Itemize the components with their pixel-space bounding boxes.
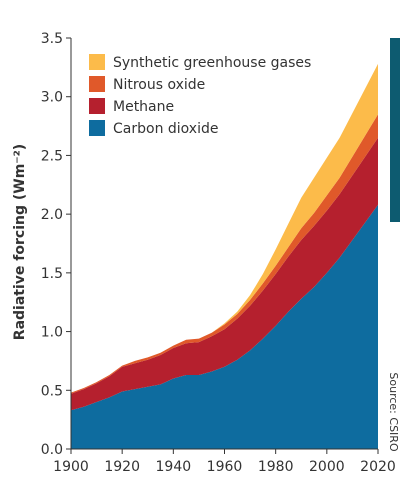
y-axis-label: Radiative forcing (Wm⁻²) [12,144,28,340]
x-tick-label: 1920 [104,459,140,475]
stacked-areas [71,63,378,449]
x-tick-label: 1900 [53,459,89,475]
x-tick-label: 2000 [309,459,345,475]
x-tick-label: 1980 [258,459,294,475]
legend-label-nitrous-oxide: Nitrous oxide [113,77,205,93]
x-tick-label: 1940 [156,459,192,475]
area-carbon-dioxide [71,204,378,449]
y-tick-label: 1.0 [41,325,63,341]
legend-swatch-carbon-dioxide [89,120,105,136]
y-tick-label: 1.5 [41,266,63,282]
legend-swatch-nitrous-oxide [89,76,105,92]
y-tick-label: 3.0 [41,90,63,106]
y-tick-label: 0.5 [41,383,63,399]
x-tick-label: 1960 [207,459,243,475]
legend: Synthetic greenhouse gases Nitrous oxide M… [89,54,311,137]
y-tick-label: 2.5 [41,148,63,164]
legend-label-carbon-dioxide: Carbon dioxide [113,121,218,137]
y-axis-ticks: 0.0 0.5 1.0 1.5 2.0 2.5 3.0 3.5 [41,31,71,458]
x-axis-ticks: 1900 1920 1940 1960 1980 2000 2020 [53,449,396,475]
y-tick-label: 2.0 [41,207,63,223]
legend-label-methane: Methane [113,99,174,115]
legend-swatch-methane [89,98,105,114]
legend-swatch-synthetic-greenhouse-gases [89,54,105,70]
decorative-side-bar [390,38,400,222]
y-tick-label: 0.0 [41,442,63,458]
y-tick-label: 3.5 [41,31,63,47]
x-tick-label: 2020 [360,459,396,475]
source-label: Source: CSIRO [387,372,400,452]
legend-label-synthetic-greenhouse-gases: Synthetic greenhouse gases [113,55,311,71]
area-methane [71,137,378,411]
